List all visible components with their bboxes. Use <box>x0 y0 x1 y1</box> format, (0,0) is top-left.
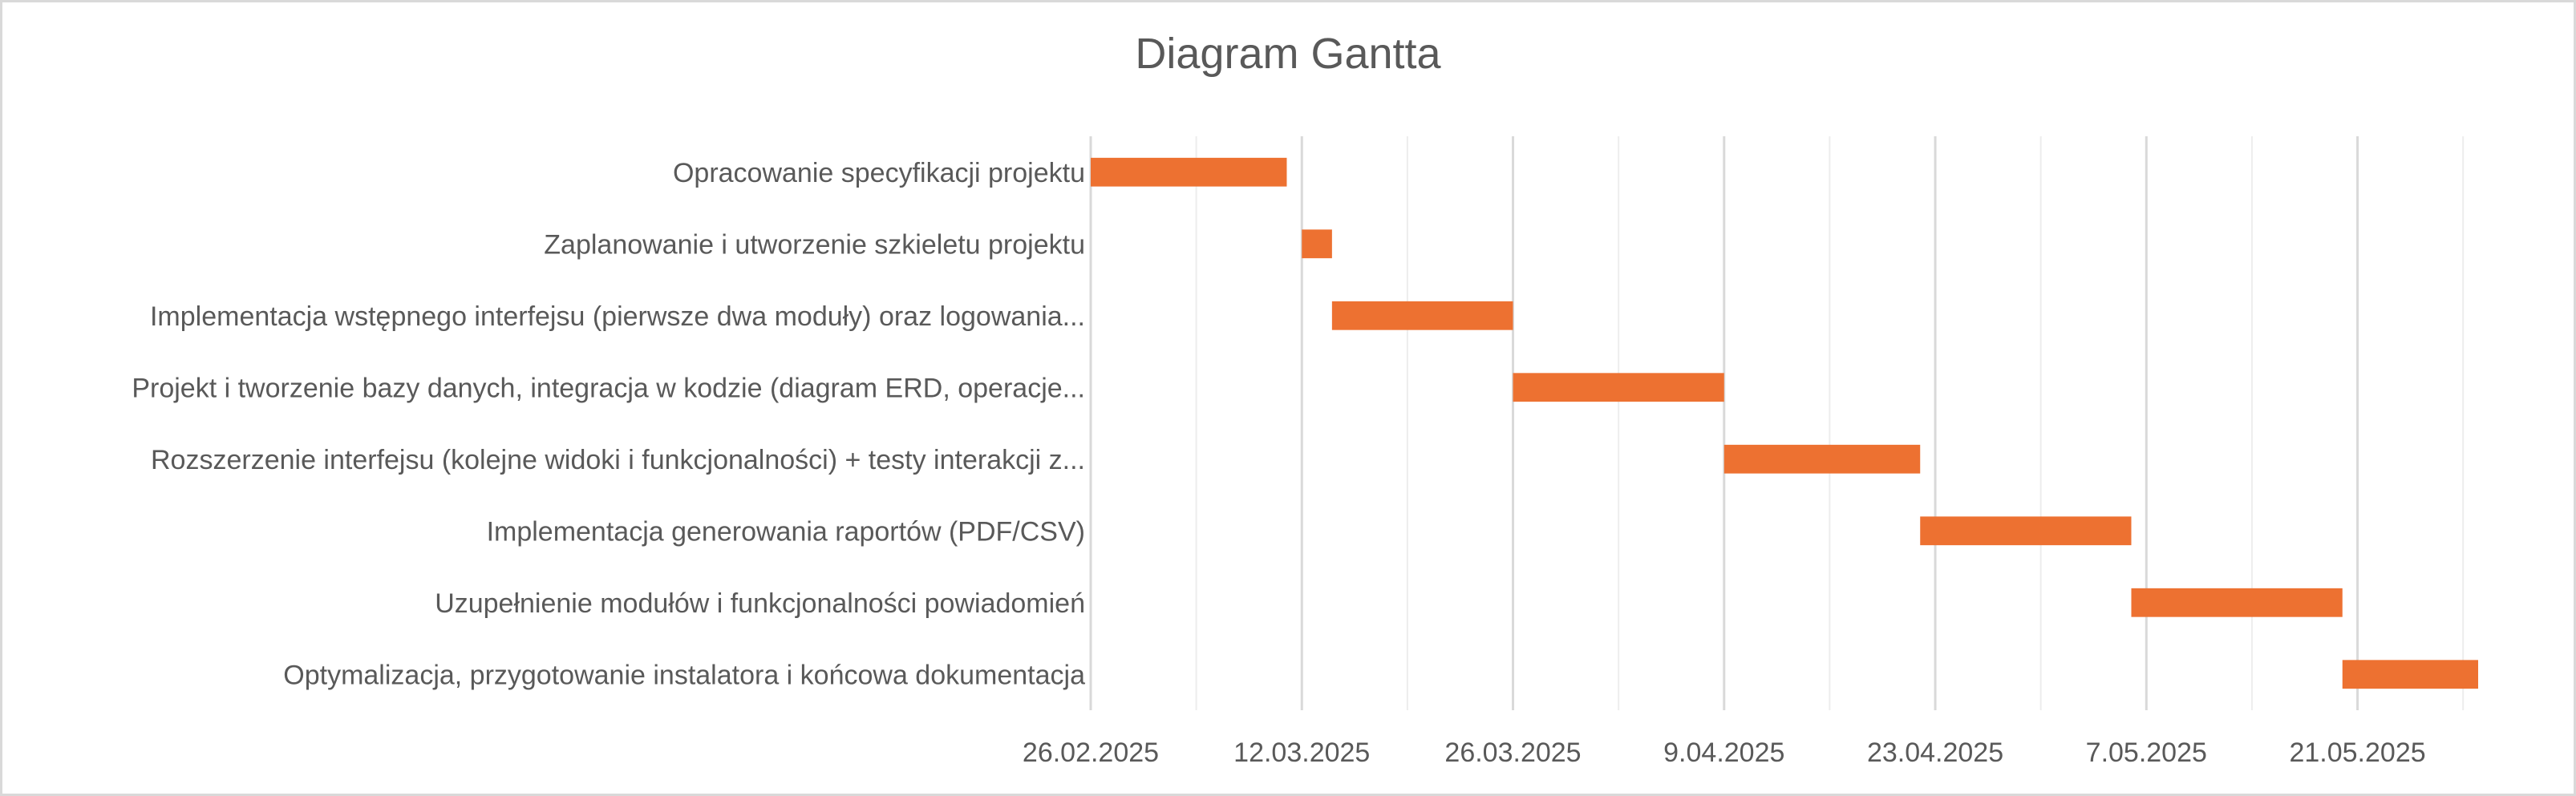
x-tick-label: 12.03.2025 <box>1233 737 1370 768</box>
x-tick-label: 26.03.2025 <box>1444 737 1581 768</box>
task-bar <box>1331 301 1513 330</box>
grid-lines <box>1089 136 2465 710</box>
x-tick-label: 7.05.2025 <box>2086 737 2207 768</box>
task-bar <box>1302 229 1332 259</box>
x-tick-label: 21.05.2025 <box>2289 737 2425 768</box>
task-label: Optymalizacja, przygotowanie instalatora… <box>283 660 1085 690</box>
task-label: Implementacja generowania raportów (PDF/… <box>487 516 1085 547</box>
x-tick-label: 26.02.2025 <box>1023 737 1159 768</box>
task-bar <box>2342 660 2478 689</box>
x-tick-label: 9.04.2025 <box>1663 737 1784 768</box>
x-tick-label: 23.04.2025 <box>1867 737 2003 768</box>
task-bars <box>1091 157 2478 689</box>
task-bar <box>1513 373 1724 402</box>
task-label: Rozszerzenie interfejsu (kolejne widoki … <box>151 445 1085 475</box>
task-bar <box>1091 157 1287 187</box>
task-label: Opracowanie specyfikacji projektu <box>673 158 1085 188</box>
task-bar <box>1723 444 1921 474</box>
x-axis-tick-labels: 26.02.2025 12.03.2025 26.03.2025 9.04.2025 2… <box>1023 737 2426 768</box>
task-bar <box>2131 588 2343 617</box>
task-label: Implementacja wstępnego interfejsu (pier… <box>150 301 1085 332</box>
task-label: Projekt i tworzenie bazy danych, integra… <box>132 373 1085 403</box>
task-label: Uzupełnienie modułów i funkcjonalności p… <box>435 588 1085 619</box>
task-label: Zaplanowanie i utworzenie szkieletu proj… <box>544 229 1085 260</box>
task-bar <box>1920 516 2132 546</box>
task-labels: Opracowanie specyfikacji projektu Zaplano… <box>132 158 1085 691</box>
chart-title: Diagram Gantta <box>1135 30 1441 78</box>
